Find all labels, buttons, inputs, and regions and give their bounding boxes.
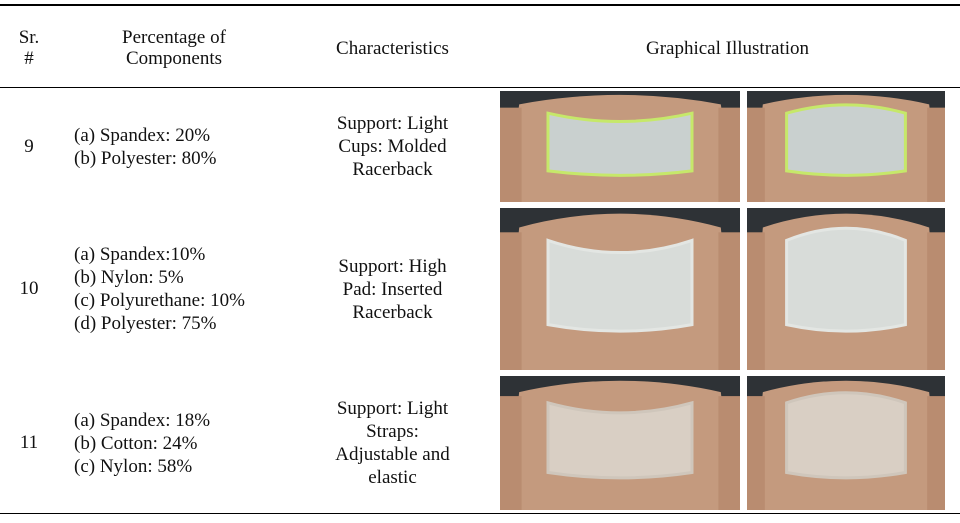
header-text: Characteristics [291, 38, 494, 59]
illustration-cell [495, 88, 960, 206]
component-item: (c) Nylon: 58% [74, 455, 284, 478]
characteristic-line: Straps: [290, 420, 495, 443]
characteristic-line: Cups: Molded [290, 135, 495, 158]
component-item: (a) Spandex: 20% [74, 124, 284, 147]
photo [747, 91, 945, 202]
page: Sr.#Percentage ofComponentsCharacteristi… [0, 0, 960, 523]
component-item: (d) Polyester: 75% [74, 312, 284, 335]
sr-cell: 10 [0, 205, 58, 373]
photo-pair [495, 373, 960, 513]
header-cell: Graphical Illustration [495, 5, 960, 88]
photo [500, 208, 740, 370]
component-item: (a) Spandex: 18% [74, 409, 284, 432]
table-row: 9(a) Spandex: 20%(b) Polyester: 80%Suppo… [0, 88, 960, 206]
header-text: Graphical Illustration [496, 38, 959, 59]
sr-number: 11 [20, 432, 38, 453]
header-cell: Characteristics [290, 5, 495, 88]
component-item: (c) Polyurethane: 10% [74, 289, 284, 312]
characteristic-line: Support: Light [290, 112, 495, 135]
sr-cell: 9 [0, 88, 58, 206]
header-cell: Sr.# [0, 5, 58, 88]
components-cell: (a) Spandex: 18%(b) Cotton: 24%(c) Nylon… [58, 373, 290, 514]
component-item: (b) Cotton: 24% [74, 432, 284, 455]
illustration-cell [495, 373, 960, 514]
illustration-cell [495, 205, 960, 373]
characteristic-line: Racerback [290, 301, 495, 324]
characteristic-line: Support: Light [290, 397, 495, 420]
header-text: Percentage of [59, 27, 289, 48]
component-item: (b) Nylon: 5% [74, 266, 284, 289]
header-text: Components [59, 48, 289, 69]
sr-number: 10 [20, 278, 39, 299]
characteristic-line: elastic [290, 466, 495, 489]
component-item: (a) Spandex:10% [74, 243, 284, 266]
characteristic-line: Adjustable and [290, 443, 495, 466]
photo-pair [495, 205, 960, 373]
photo [500, 376, 740, 510]
components-cell: (a) Spandex: 20%(b) Polyester: 80% [58, 88, 290, 206]
header-text: # [1, 48, 57, 69]
sr-cell: 11 [0, 373, 58, 514]
photo [747, 376, 945, 510]
characteristic-line: Pad: Inserted [290, 278, 495, 301]
header-text: Sr. [1, 27, 57, 48]
photo [747, 208, 945, 370]
photo-pair [495, 88, 960, 205]
photo [500, 91, 740, 202]
components-cell: (a) Spandex:10%(b) Nylon: 5%(c) Polyuret… [58, 205, 290, 373]
characteristic-line: Racerback [290, 158, 495, 181]
sr-number: 9 [24, 136, 34, 157]
characteristic-line: Support: High [290, 255, 495, 278]
table-row: 11 (a) Spandex: 18%(b) Cotton: 24%(c) Nyl… [0, 373, 960, 514]
component-item: (b) Polyester: 80% [74, 147, 284, 170]
table-body: 9(a) Spandex: 20%(b) Polyester: 80%Suppo… [0, 88, 960, 514]
table-row: 10 (a) Spandex:10%(b) Nylon: 5%(c) Polyur… [0, 205, 960, 373]
